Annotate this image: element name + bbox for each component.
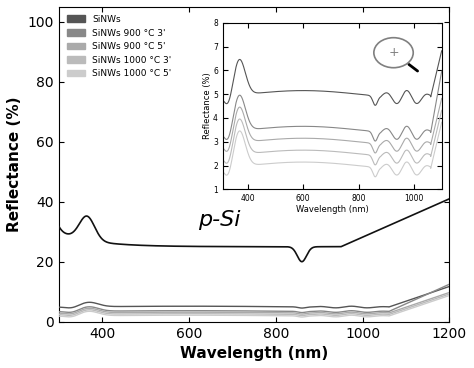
Text: p-Si: p-Si	[198, 210, 240, 230]
SiNWs	[217, 304, 223, 308]
SiNWs 900 °C 3'	[217, 308, 223, 313]
SiNWs 900 °C 3'	[56, 309, 62, 314]
SiNWs 900 °C 5'	[202, 310, 208, 314]
SiNWs 900 °C 5'	[215, 310, 221, 315]
SiNWs 1000 °C 5'	[202, 313, 208, 318]
SiNWs	[78, 302, 84, 307]
SiNWs 1000 °C 3'	[323, 312, 328, 316]
SiNWs	[56, 305, 62, 309]
SiNWs 900 °C 5'	[299, 312, 305, 316]
SiNWs 1000 °C 5'	[447, 293, 452, 298]
SiNWs 900 °C 5'	[217, 310, 223, 315]
Line: SiNWs 1000 °C 3': SiNWs 1000 °C 3'	[59, 294, 449, 315]
SiNWs 1000 °C 5'	[56, 314, 62, 318]
SiNWs 1000 °C 3'	[299, 313, 305, 318]
SiNWs 900 °C 3'	[215, 308, 221, 313]
SiNWs 1000 °C 3'	[215, 312, 221, 316]
SiNWs 1000 °C 3'	[78, 309, 84, 314]
SiNWs 900 °C 3'	[447, 282, 452, 286]
SiNWs 1000 °C 3'	[56, 312, 62, 317]
SiNWs 900 °C 3'	[139, 309, 145, 313]
SiNWs	[323, 305, 328, 309]
SiNWs 1000 °C 5'	[139, 313, 145, 318]
Line: SiNWs 1000 °C 5': SiNWs 1000 °C 5'	[59, 296, 449, 317]
Line: SiNWs 900 °C 3': SiNWs 900 °C 3'	[59, 284, 449, 312]
SiNWs 1000 °C 3'	[447, 292, 452, 296]
SiNWs 1000 °C 3'	[202, 311, 208, 316]
Line: SiNWs: SiNWs	[59, 286, 449, 308]
SiNWs 1000 °C 5'	[78, 311, 84, 315]
SiNWs 900 °C 3'	[323, 309, 328, 314]
SiNWs 900 °C 3'	[202, 308, 208, 313]
SiNWs 900 °C 5'	[78, 308, 84, 312]
SiNWs	[202, 304, 208, 308]
SiNWs 1000 °C 5'	[323, 314, 328, 318]
SiNWs	[447, 284, 452, 289]
Line: SiNWs 900 °C 5': SiNWs 900 °C 5'	[59, 293, 449, 314]
SiNWs 900 °C 5'	[323, 311, 328, 315]
Legend: SiNWs, SiNWs 900 °C 3', SiNWs 900 °C 5', SiNWs 1000 °C 3', SiNWs 1000 °C 5': SiNWs, SiNWs 900 °C 3', SiNWs 900 °C 5',…	[63, 11, 175, 82]
SiNWs	[139, 304, 145, 308]
SiNWs 1000 °C 5'	[215, 313, 221, 318]
X-axis label: Wavelength (nm): Wavelength (nm)	[180, 346, 328, 361]
SiNWs 1000 °C 5'	[299, 315, 305, 319]
SiNWs 1000 °C 5'	[217, 313, 223, 318]
SiNWs 1000 °C 3'	[139, 312, 145, 316]
Y-axis label: Reflectance (%): Reflectance (%)	[7, 96, 22, 232]
SiNWs 900 °C 5'	[447, 290, 452, 295]
SiNWs 900 °C 5'	[56, 311, 62, 315]
SiNWs 900 °C 3'	[299, 310, 305, 315]
SiNWs	[215, 304, 221, 308]
SiNWs	[299, 306, 305, 310]
SiNWs 900 °C 3'	[78, 307, 84, 311]
SiNWs 1000 °C 3'	[217, 312, 223, 316]
SiNWs 900 °C 5'	[139, 310, 145, 315]
